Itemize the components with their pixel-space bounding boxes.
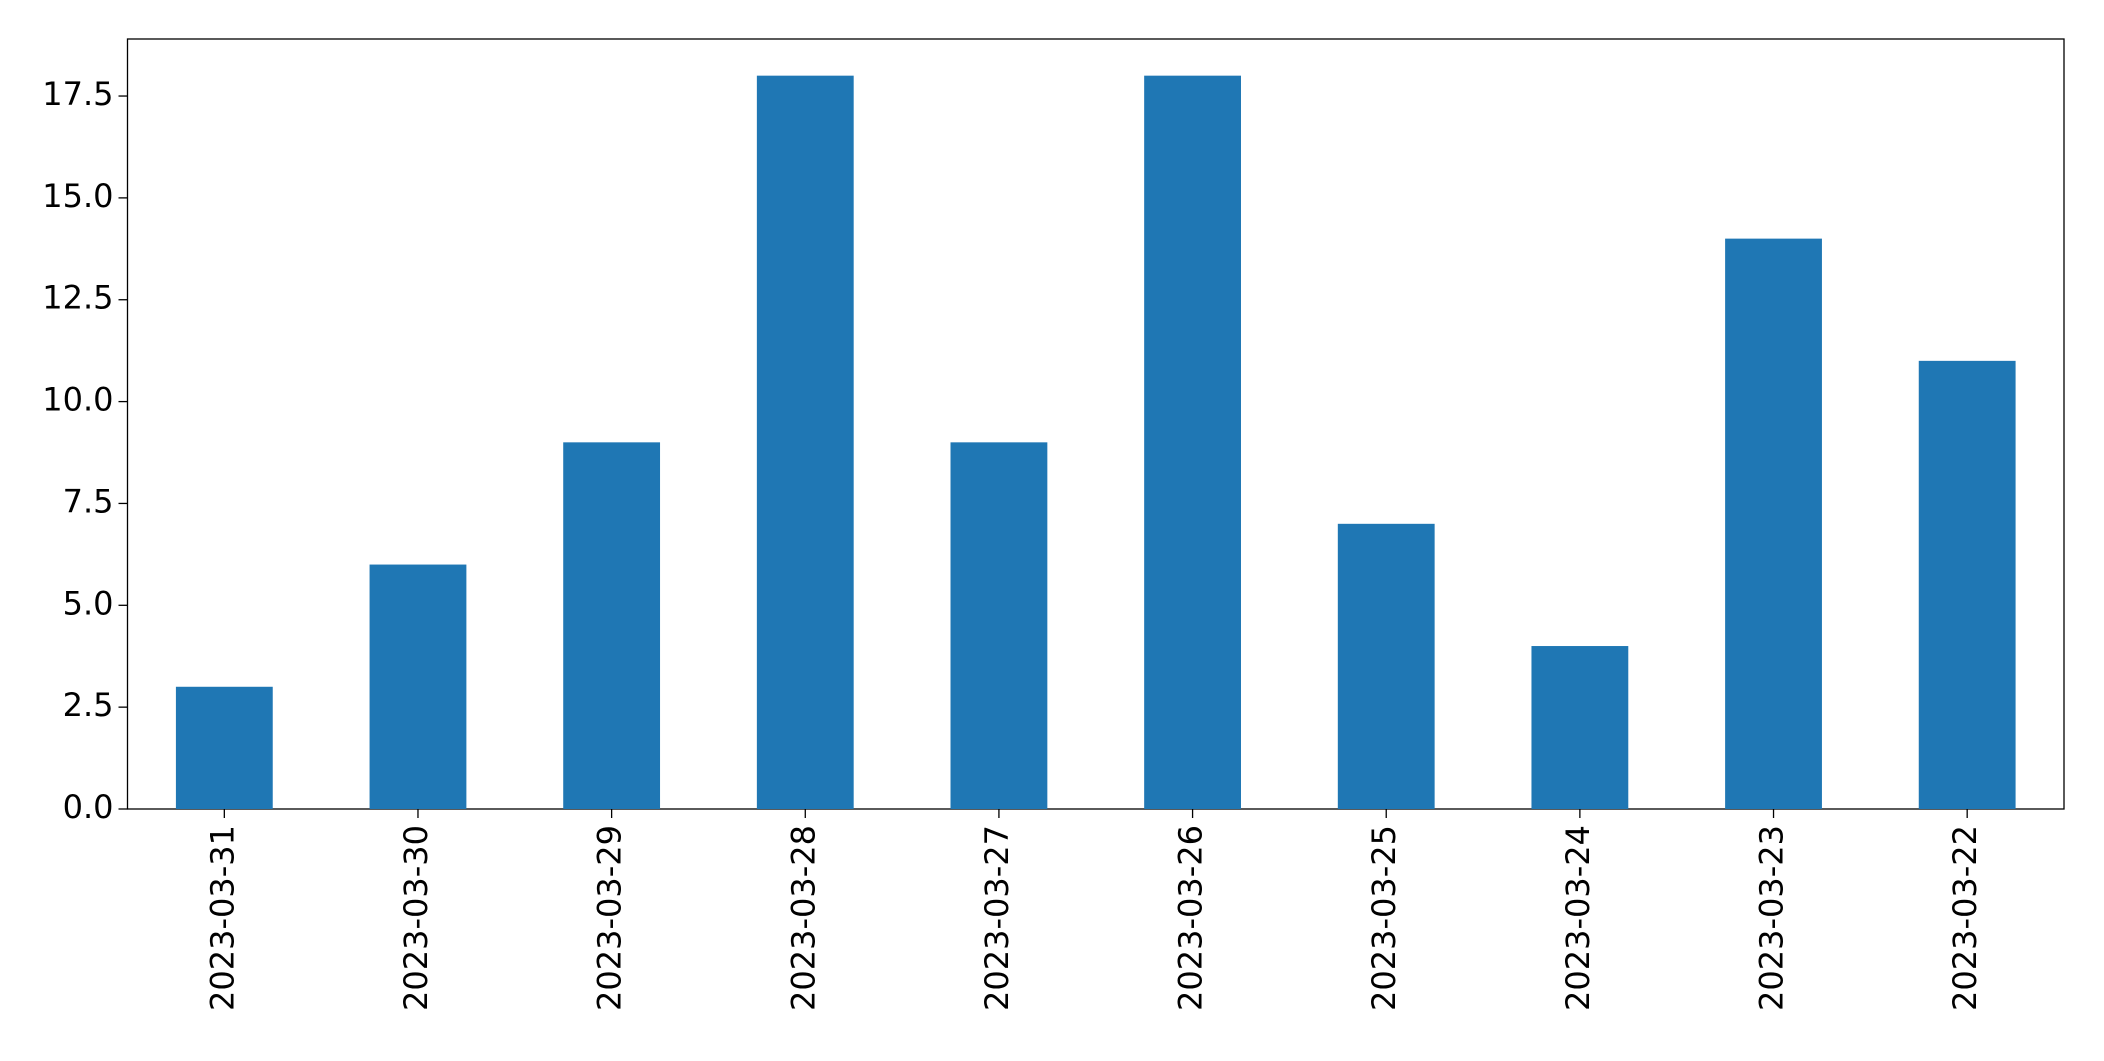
y-tick-label: 2.5 [63,686,114,724]
y-tick-label: 10.0 [42,381,113,419]
x-tick-label: 2023-03-27 [978,825,1016,1011]
x-tick-label: 2023-03-28 [784,825,822,1011]
bar [369,564,467,809]
x-tick-label: 2023-03-30 [397,825,435,1011]
y-tick-label: 0.0 [63,788,114,826]
plot-frame [126,38,2065,810]
bar [1725,238,1822,809]
bar [1144,75,1241,809]
bar [950,442,1048,809]
x-tick-label: 2023-03-31 [203,825,241,1011]
y-tick-label: 12.5 [42,279,113,317]
x-tick-label: 2023-03-24 [1559,825,1597,1011]
x-tick-label: 2023-03-22 [1946,825,1984,1011]
y-tick-label: 7.5 [63,482,114,520]
x-tick-label: 2023-03-29 [591,825,629,1011]
bar [756,75,854,809]
x-tick-label: 2023-03-25 [1365,825,1403,1011]
bar [1918,360,2016,809]
bar [1337,523,1435,809]
y-tick-label: 17.5 [42,75,113,113]
x-tick-label: 2023-03-26 [1172,825,1210,1011]
y-tick-label: 15.0 [42,177,113,215]
bar [175,686,273,809]
bar [563,442,661,809]
x-tick-label: 2023-03-23 [1753,825,1791,1011]
y-tick-label: 5.0 [63,584,114,622]
bar [1531,646,1629,809]
